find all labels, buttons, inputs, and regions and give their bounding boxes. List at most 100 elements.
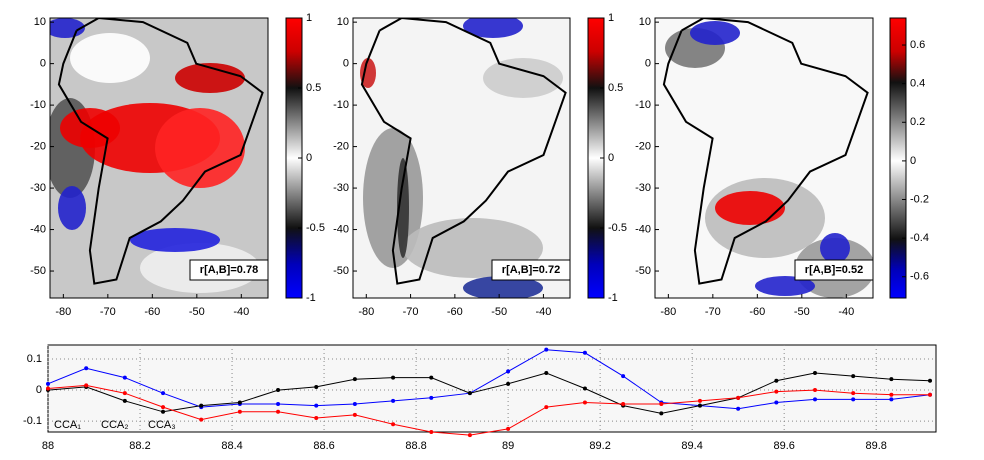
annotation: r[A,B]=0.72 <box>502 264 560 276</box>
x-tick-label: -80 <box>660 306 676 318</box>
series-point <box>697 403 702 408</box>
series-line <box>47 349 931 410</box>
coastline <box>662 18 869 285</box>
x-tick-label: -60 <box>447 306 463 318</box>
y-tick-label: -40 <box>635 223 651 235</box>
field-patch <box>690 21 740 45</box>
y-tick-label: 10 <box>34 16 46 28</box>
field-patch <box>483 58 563 98</box>
map-frame <box>352 17 571 299</box>
series-point <box>391 375 396 380</box>
series-point <box>621 374 626 379</box>
series-point <box>506 369 511 374</box>
x-tick-label: -70 <box>403 306 419 318</box>
legend-entry: CCA₃ <box>148 419 176 431</box>
x-tick-label: -80 <box>55 306 71 318</box>
series-point <box>582 386 587 391</box>
y-tick-label: -20 <box>635 140 651 152</box>
field-patch <box>130 228 220 252</box>
series-point <box>774 378 779 383</box>
series-point <box>736 406 741 411</box>
series-point <box>467 433 472 438</box>
colorbar-tick-label: 0.4 <box>910 78 925 90</box>
series-point <box>851 397 856 402</box>
series-point <box>659 402 664 407</box>
x-tick-label: -40 <box>838 306 854 318</box>
x-tick-label: -70 <box>100 306 116 318</box>
series-point <box>122 375 127 380</box>
series-point <box>467 391 472 396</box>
series-point <box>46 386 50 391</box>
series-point <box>314 403 319 408</box>
x-tick-label: 88.4 <box>221 440 242 452</box>
y-tick-label: 10 <box>337 16 349 28</box>
y-tick-label: 0 <box>36 384 42 396</box>
colorbar-tick-label: 0.6 <box>910 39 925 51</box>
series-point <box>429 375 434 380</box>
annotation: r[A,B]=0.78 <box>200 264 258 276</box>
field-patch <box>755 276 815 296</box>
y-tick-label: 0.1 <box>27 353 42 365</box>
series-point <box>352 402 357 407</box>
annotation: r[A,B]=0.52 <box>805 264 863 276</box>
colorbar-tick-label: 0.5 <box>608 82 623 94</box>
series-point <box>429 395 434 400</box>
y-tick-label: -50 <box>30 265 46 277</box>
colorbar <box>889 17 907 299</box>
legend-entry: CCA₁ <box>54 419 81 431</box>
series-point <box>352 377 357 382</box>
y-tick-label: -10 <box>635 99 651 111</box>
series-point <box>122 398 127 403</box>
annotation-box <box>794 259 874 281</box>
series-point <box>774 389 779 394</box>
series-point <box>928 378 933 383</box>
series-point <box>122 391 127 396</box>
series-point <box>237 409 242 414</box>
colorbar-tick-label: -1 <box>608 292 618 304</box>
series-point <box>544 370 549 375</box>
colorbar-tick-label: -0.5 <box>306 222 325 234</box>
legend-entry: CCA₂ <box>101 419 129 431</box>
x-tick-label: -70 <box>705 306 721 318</box>
x-tick-label: 88.2 <box>129 440 150 452</box>
x-tick-label: -80 <box>358 306 374 318</box>
series-point <box>429 430 434 434</box>
series-point <box>46 381 50 386</box>
series-point <box>199 403 204 408</box>
map-frame <box>49 17 269 299</box>
map-field <box>353 18 570 298</box>
field-patch <box>715 191 785 225</box>
series-point <box>314 384 319 389</box>
colorbar-tick-label: 0 <box>910 155 916 167</box>
series-point <box>697 398 702 403</box>
x-tick-label: -50 <box>491 306 507 318</box>
series-point <box>544 405 549 410</box>
series-point <box>851 391 856 396</box>
series-point <box>161 409 166 414</box>
series-line <box>47 372 931 414</box>
series-point <box>812 370 817 375</box>
colorbar-tick-label: -0.2 <box>910 193 929 205</box>
series-point <box>659 411 664 416</box>
series-point <box>199 417 204 422</box>
coastline <box>360 18 567 285</box>
annotation-box <box>491 259 571 281</box>
colorbar-tick-label: 0 <box>306 152 312 164</box>
field-patch <box>58 186 86 230</box>
series-point <box>161 391 166 396</box>
x-tick-label: 88.6 <box>313 440 334 452</box>
colorbar-tick-label: 0.2 <box>910 116 925 128</box>
x-tick-label: -40 <box>535 306 551 318</box>
colorbar-tick-label: 0 <box>608 152 614 164</box>
x-tick-label: 89.2 <box>589 440 610 452</box>
colorbar-tick-label: -0.6 <box>910 271 929 283</box>
series-point <box>736 395 741 400</box>
y-tick-label: 10 <box>639 16 651 28</box>
y-tick-label: -40 <box>333 223 349 235</box>
field-patch <box>155 108 245 188</box>
x-tick-label: -60 <box>749 306 765 318</box>
colorbar-tick-label: 0.5 <box>306 82 321 94</box>
x-tick-label: -50 <box>794 306 810 318</box>
series-line <box>47 384 930 436</box>
